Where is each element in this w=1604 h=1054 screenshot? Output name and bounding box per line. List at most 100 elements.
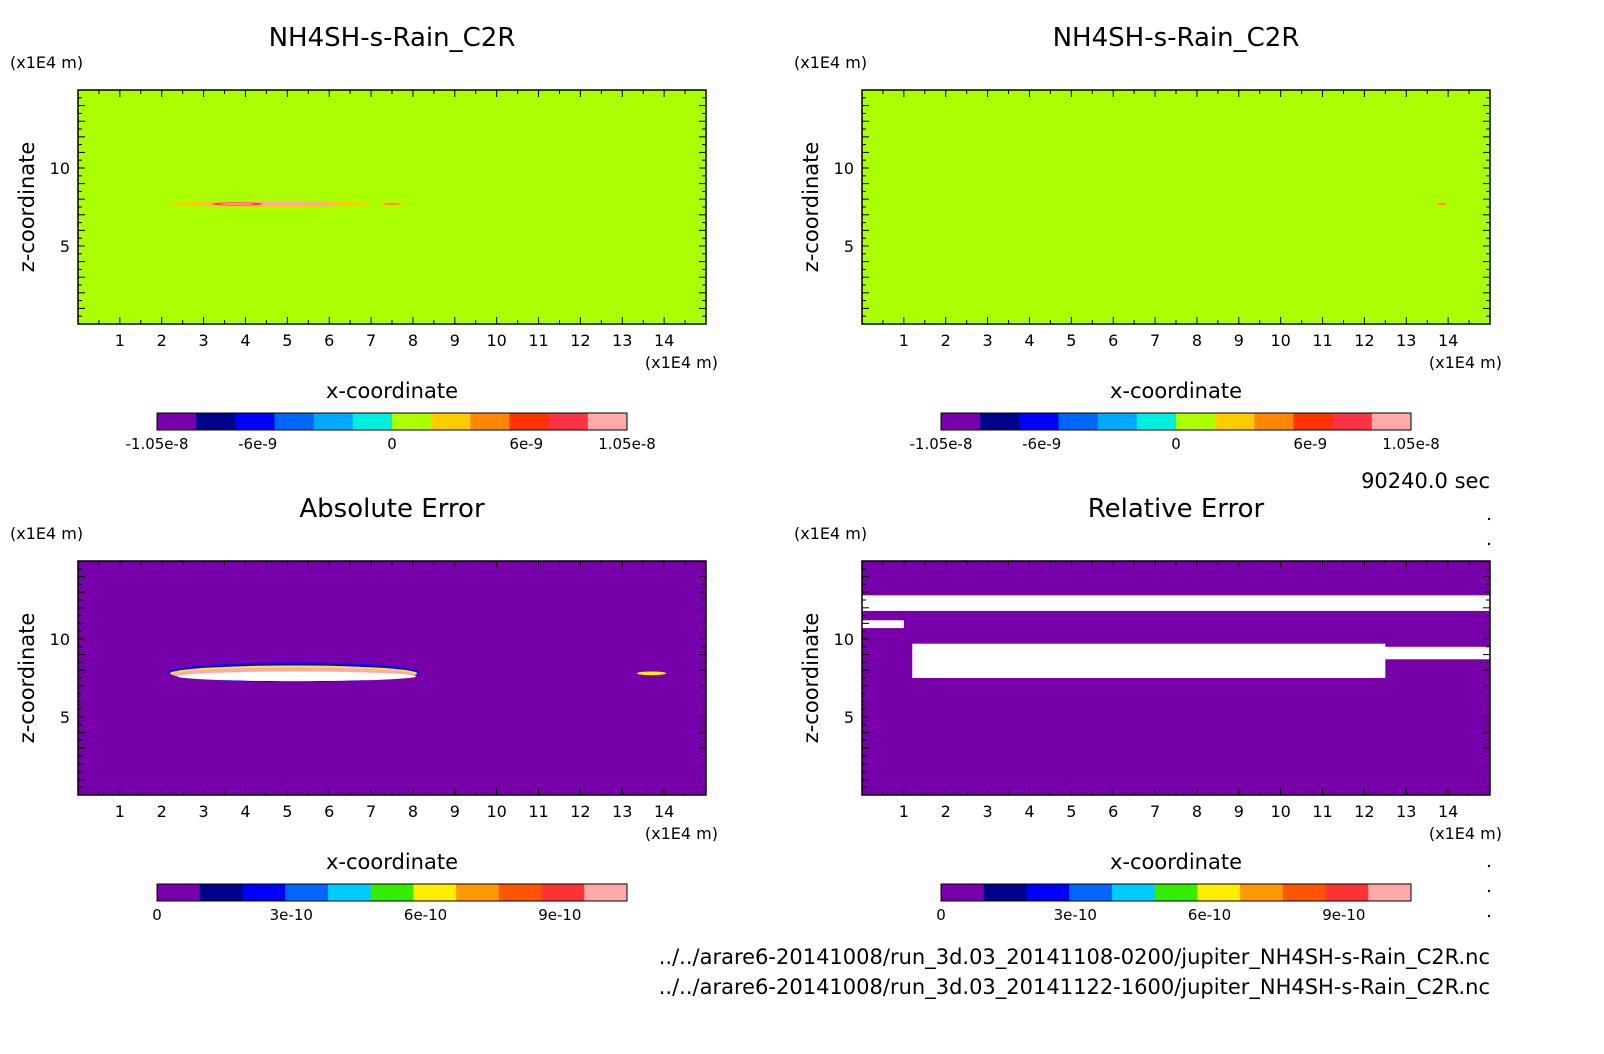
colorbar-segment	[274, 413, 315, 430]
y-tick-label: 5	[60, 708, 70, 727]
colorbar: -1.05e-8 -6e-9 0 6e-9 1.05e-8	[126, 412, 656, 453]
undefined-region	[912, 643, 1386, 678]
y-tick-label: 5	[60, 237, 70, 256]
x-tick-label: 9	[450, 802, 460, 821]
x-tick-label: 2	[941, 802, 951, 821]
x-tick-label: 5	[1066, 331, 1076, 350]
x-tick-label: 4	[240, 802, 250, 821]
x-tick-label: 6	[1108, 802, 1118, 821]
colorbar-segment	[498, 884, 543, 901]
y-axis-label: z-coordinate	[15, 613, 39, 744]
colorbar-tick-label: 6e-10	[404, 906, 447, 924]
x-tick-label: 13	[1396, 331, 1416, 350]
x-tick-label: 1	[115, 331, 125, 350]
colorbar-tick-label: -1.05e-8	[126, 435, 189, 453]
x-tick-label: 1	[899, 802, 909, 821]
colorbar-frame	[940, 412, 1412, 431]
x-tick-label: 7	[1150, 331, 1160, 350]
colorbar-segment	[1282, 884, 1327, 901]
x-tick-label: 2	[941, 331, 951, 350]
x-tick-label: 9	[1234, 331, 1244, 350]
x-tick-label: 5	[282, 331, 292, 350]
file-path-2: ../../arare6-20141008/run_3d.03_20141122…	[659, 975, 1490, 1000]
colorbar-segment	[1215, 413, 1255, 430]
colorbar-segment	[352, 413, 393, 430]
x-tick-label: 13	[1396, 802, 1416, 821]
undefined-region	[862, 595, 1490, 611]
dot-core	[383, 202, 401, 205]
x-tick-label: 1	[115, 802, 125, 821]
colorbar-segment	[392, 413, 432, 430]
x-tick-label: 6	[1108, 331, 1118, 350]
undefined-region	[1347, 646, 1490, 660]
colorbar-segment	[157, 413, 197, 430]
colorbar-segment	[470, 413, 510, 430]
x-tick-label: 13	[612, 802, 632, 821]
colorbar-segment	[1176, 413, 1216, 430]
colorbar-tick-label: 9e-10	[1322, 906, 1365, 924]
x-tick-label: 3	[983, 331, 993, 350]
colorbar-segment	[983, 884, 1027, 901]
file-path-1: ../../arare6-20141008/run_3d.03_20141108…	[659, 945, 1490, 970]
colorbar-segment	[1371, 413, 1412, 430]
colorbar-segment	[587, 413, 628, 430]
colorbar-tick-label: 3e-10	[1054, 906, 1097, 924]
colorbar-frame	[156, 412, 628, 431]
colorbar-segment	[242, 884, 286, 901]
x-tick-label: 5	[282, 802, 292, 821]
colorbar-segment	[941, 413, 981, 430]
x-tick-label: 7	[366, 331, 376, 350]
colorbar-segment	[1293, 413, 1334, 430]
x-tick-label: 6	[324, 802, 334, 821]
colorbar-frame	[940, 883, 1412, 902]
x-tick-label: 8	[408, 802, 418, 821]
chart-title: Absolute Error	[299, 494, 485, 524]
field-features	[170, 200, 405, 208]
colorbar-segment	[1111, 884, 1156, 901]
y-unit-label: (x1E4 m)	[794, 53, 867, 72]
colorbar-segment	[1368, 884, 1412, 901]
x-tick-label: 5	[1066, 802, 1076, 821]
x-tick-label: 14	[1438, 802, 1458, 821]
x-unit-label: (x1E4 m)	[645, 824, 718, 843]
colorbar-tick-label: -6e-9	[238, 435, 277, 453]
right-edge-marks	[1487, 517, 1491, 918]
tick-marks	[77, 560, 707, 796]
y-tick-label: 10	[834, 630, 854, 649]
colorbar-segment	[509, 413, 550, 430]
colorbar-segment	[327, 884, 372, 901]
colorbar-segment	[1069, 884, 1113, 901]
x-tick-label: 2	[157, 331, 167, 350]
colorbar-segment	[235, 413, 275, 430]
x-tick-label: 1	[899, 331, 909, 350]
x-tick-label: 8	[1192, 331, 1202, 350]
colorbar-tick-label: 6e-9	[1293, 435, 1327, 453]
field-features	[1435, 202, 1449, 206]
error-core	[177, 671, 417, 682]
x-unit-label: (x1E4 m)	[645, 353, 718, 372]
colorbar-frame	[156, 883, 628, 902]
colorbar-tick-label: -1.05e-8	[910, 435, 973, 453]
field-features	[168, 662, 673, 683]
x-tick-label: 6	[324, 331, 334, 350]
colorbar-tick-label: 1.05e-8	[1382, 435, 1440, 453]
x-tick-label: 8	[408, 331, 418, 350]
colorbar-segment	[370, 884, 414, 901]
field-features	[862, 595, 1490, 678]
colorbar-tick-label: 6e-9	[509, 435, 543, 453]
colorbar-segment	[1240, 884, 1284, 901]
colorbar-segment	[1254, 413, 1294, 430]
x-tick-label: 11	[528, 331, 548, 350]
x-tick-label: 12	[570, 802, 590, 821]
y-unit-label: (x1E4 m)	[10, 524, 83, 543]
x-tick-label: 14	[1438, 331, 1458, 350]
x-tick-label: 3	[983, 802, 993, 821]
x-tick-label: 3	[199, 802, 209, 821]
colorbar: 0 3e-10 6e-10 9e-10	[152, 883, 628, 924]
colorbar-tick-label: 9e-10	[538, 906, 581, 924]
colorbar-segment	[1019, 413, 1059, 430]
chart-title: Relative Error	[1088, 494, 1265, 524]
